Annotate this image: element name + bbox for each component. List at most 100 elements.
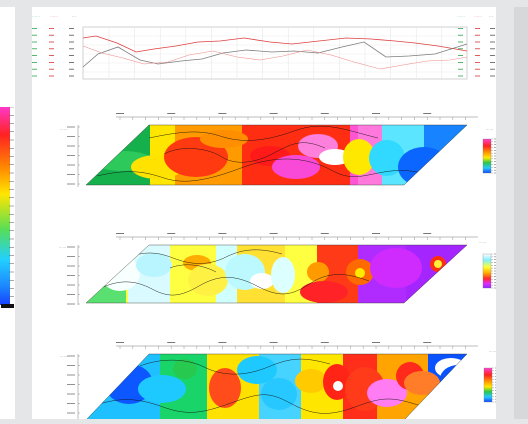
profile-right-tick-mark	[475, 75, 480, 77]
profile-right-tick-mark	[490, 41, 495, 43]
profile-line-pink	[82, 45, 468, 70]
legend-tick-label-mark	[495, 387, 499, 389]
top-left-green-header: ……	[32, 13, 40, 18]
section-top-axis-label-mark	[423, 342, 432, 343]
section-left-axis-label-mark	[67, 174, 75, 175]
section-left-axis-label-mark	[67, 284, 75, 286]
profile-right-tick-mark	[475, 62, 480, 63]
profile-left-tick-mark	[69, 41, 74, 43]
legend-tick-label-mark	[494, 279, 498, 280]
section-2-legend	[482, 253, 498, 289]
legend-tick-label-mark	[494, 164, 498, 165]
top-profile-plot: …… …… … …… …… …	[32, 13, 495, 80]
profile-left-tick-mark	[69, 48, 74, 50]
section-top-axis-label-mark	[320, 342, 329, 343]
section-top-axis-label-mark	[269, 113, 278, 114]
profile-left-tick-mark	[69, 55, 74, 56]
profile-left-tick-mark	[69, 34, 74, 36]
profile-left-tick-mark	[49, 48, 54, 50]
legend-tick-label-mark	[494, 253, 498, 255]
profile-left-tick-mark	[32, 75, 37, 77]
profile-right-tick-mark	[490, 68, 495, 70]
legend-tick-label-mark	[494, 262, 498, 263]
section-left-axis-label-mark	[67, 403, 75, 404]
profile-right-tick-mark	[458, 41, 463, 43]
left-color-scale-ticks	[9, 107, 14, 305]
section-1-legend	[482, 138, 498, 174]
profile-line-gray	[82, 41, 468, 68]
profile-left-tick-mark	[49, 55, 54, 56]
top-left-black-header: …	[72, 13, 76, 18]
section-3-legend-title: ……	[489, 349, 496, 353]
legend-tick-label-mark	[494, 172, 498, 174]
legend-tick-label-mark	[494, 284, 498, 286]
profile-left-tick-mark	[69, 28, 74, 29]
section-top-axis-label-mark	[423, 233, 432, 234]
profile-left-tick-mark	[32, 62, 37, 63]
profile-left-tick-mark	[69, 62, 74, 63]
section-2-resistivity-image	[86, 245, 467, 303]
profile-right-tick-mark	[475, 48, 480, 50]
top-left-red-header: ……	[50, 13, 58, 18]
section-left-axis-label-mark	[67, 355, 75, 357]
top-right-black-header: …	[489, 13, 493, 18]
left-document-panel	[0, 7, 15, 419]
legend-tick-label-mark	[495, 398, 499, 400]
section-top-axis-label-mark	[372, 113, 380, 114]
legend-tick-label-mark	[494, 167, 498, 168]
profile-left-tick-mark	[32, 68, 37, 70]
legend-tick-label-mark	[494, 273, 498, 275]
legend-tick-label-mark	[494, 256, 498, 258]
section-left-axis-label-mark	[67, 145, 75, 147]
profile-right-tick-mark	[475, 34, 480, 36]
profile-right-tick-mark	[475, 68, 480, 70]
section-left-axis-label-mark	[67, 303, 75, 305]
section-left-axis-label-mark	[67, 412, 75, 414]
section-1-resistivity-image	[86, 125, 467, 185]
section-top-axis-label-mark	[116, 342, 124, 343]
profile-right-tick-mark	[490, 28, 495, 29]
profile-right-tick-mark	[458, 75, 463, 77]
section-top-axis-label-mark	[320, 113, 329, 114]
section-top-axis-label-mark	[423, 113, 432, 114]
legend-tick-label-mark	[495, 396, 499, 397]
section-left-axis-label-mark	[67, 183, 75, 185]
section-2-title: ……	[59, 245, 67, 249]
profile-right-tick-mark	[458, 68, 463, 70]
profile-left-tick-mark	[49, 75, 54, 77]
legend-tick-label-mark	[495, 373, 499, 374]
section-top-axis-label-mark	[218, 113, 227, 114]
legend-tick-label-mark	[495, 384, 499, 386]
profile-left-tick-mark	[49, 28, 54, 29]
legend-tick-label-mark	[494, 267, 498, 269]
section-left-axis-label-mark	[67, 126, 75, 128]
profile-line-red	[82, 35, 468, 53]
profile-right-tick-mark	[490, 62, 495, 63]
profile-right-tick-mark	[475, 28, 480, 29]
profile-right-tick-mark	[458, 62, 463, 63]
legend-tick-label-mark	[494, 141, 498, 143]
legend-tick-label-mark	[494, 270, 498, 272]
legend-tick-label-mark	[494, 144, 498, 145]
legend-tick-label-mark	[494, 155, 498, 157]
profile-left-tick-mark	[49, 34, 54, 36]
legend-tick-label-mark	[494, 138, 498, 140]
section-left-axis-label-mark	[67, 294, 75, 295]
section-left-axis-label-mark	[67, 155, 75, 156]
page-figure: …… …… … …… …… … …… ……	[32, 13, 499, 421]
legend-tick-label-mark	[495, 381, 499, 383]
profile-right-tick-mark	[458, 34, 463, 36]
profile-left-tick-mark	[32, 34, 37, 36]
section-3-resistivity-image	[86, 354, 467, 420]
legend-tick-label-mark	[494, 287, 498, 289]
left-scale-label	[1, 304, 14, 308]
profile-right-tick-mark	[458, 28, 463, 29]
top-right-green-header: ……	[457, 13, 465, 18]
legend-tick-label-mark	[494, 158, 498, 160]
profile-right-tick-mark	[475, 55, 480, 56]
section-1-legend-title: ……	[486, 127, 494, 131]
legend-tick-label-mark	[495, 379, 499, 380]
section-top-axis-label-mark	[167, 233, 176, 234]
section-3-title: ……	[60, 354, 68, 358]
section-left-axis-label-mark	[67, 384, 75, 385]
